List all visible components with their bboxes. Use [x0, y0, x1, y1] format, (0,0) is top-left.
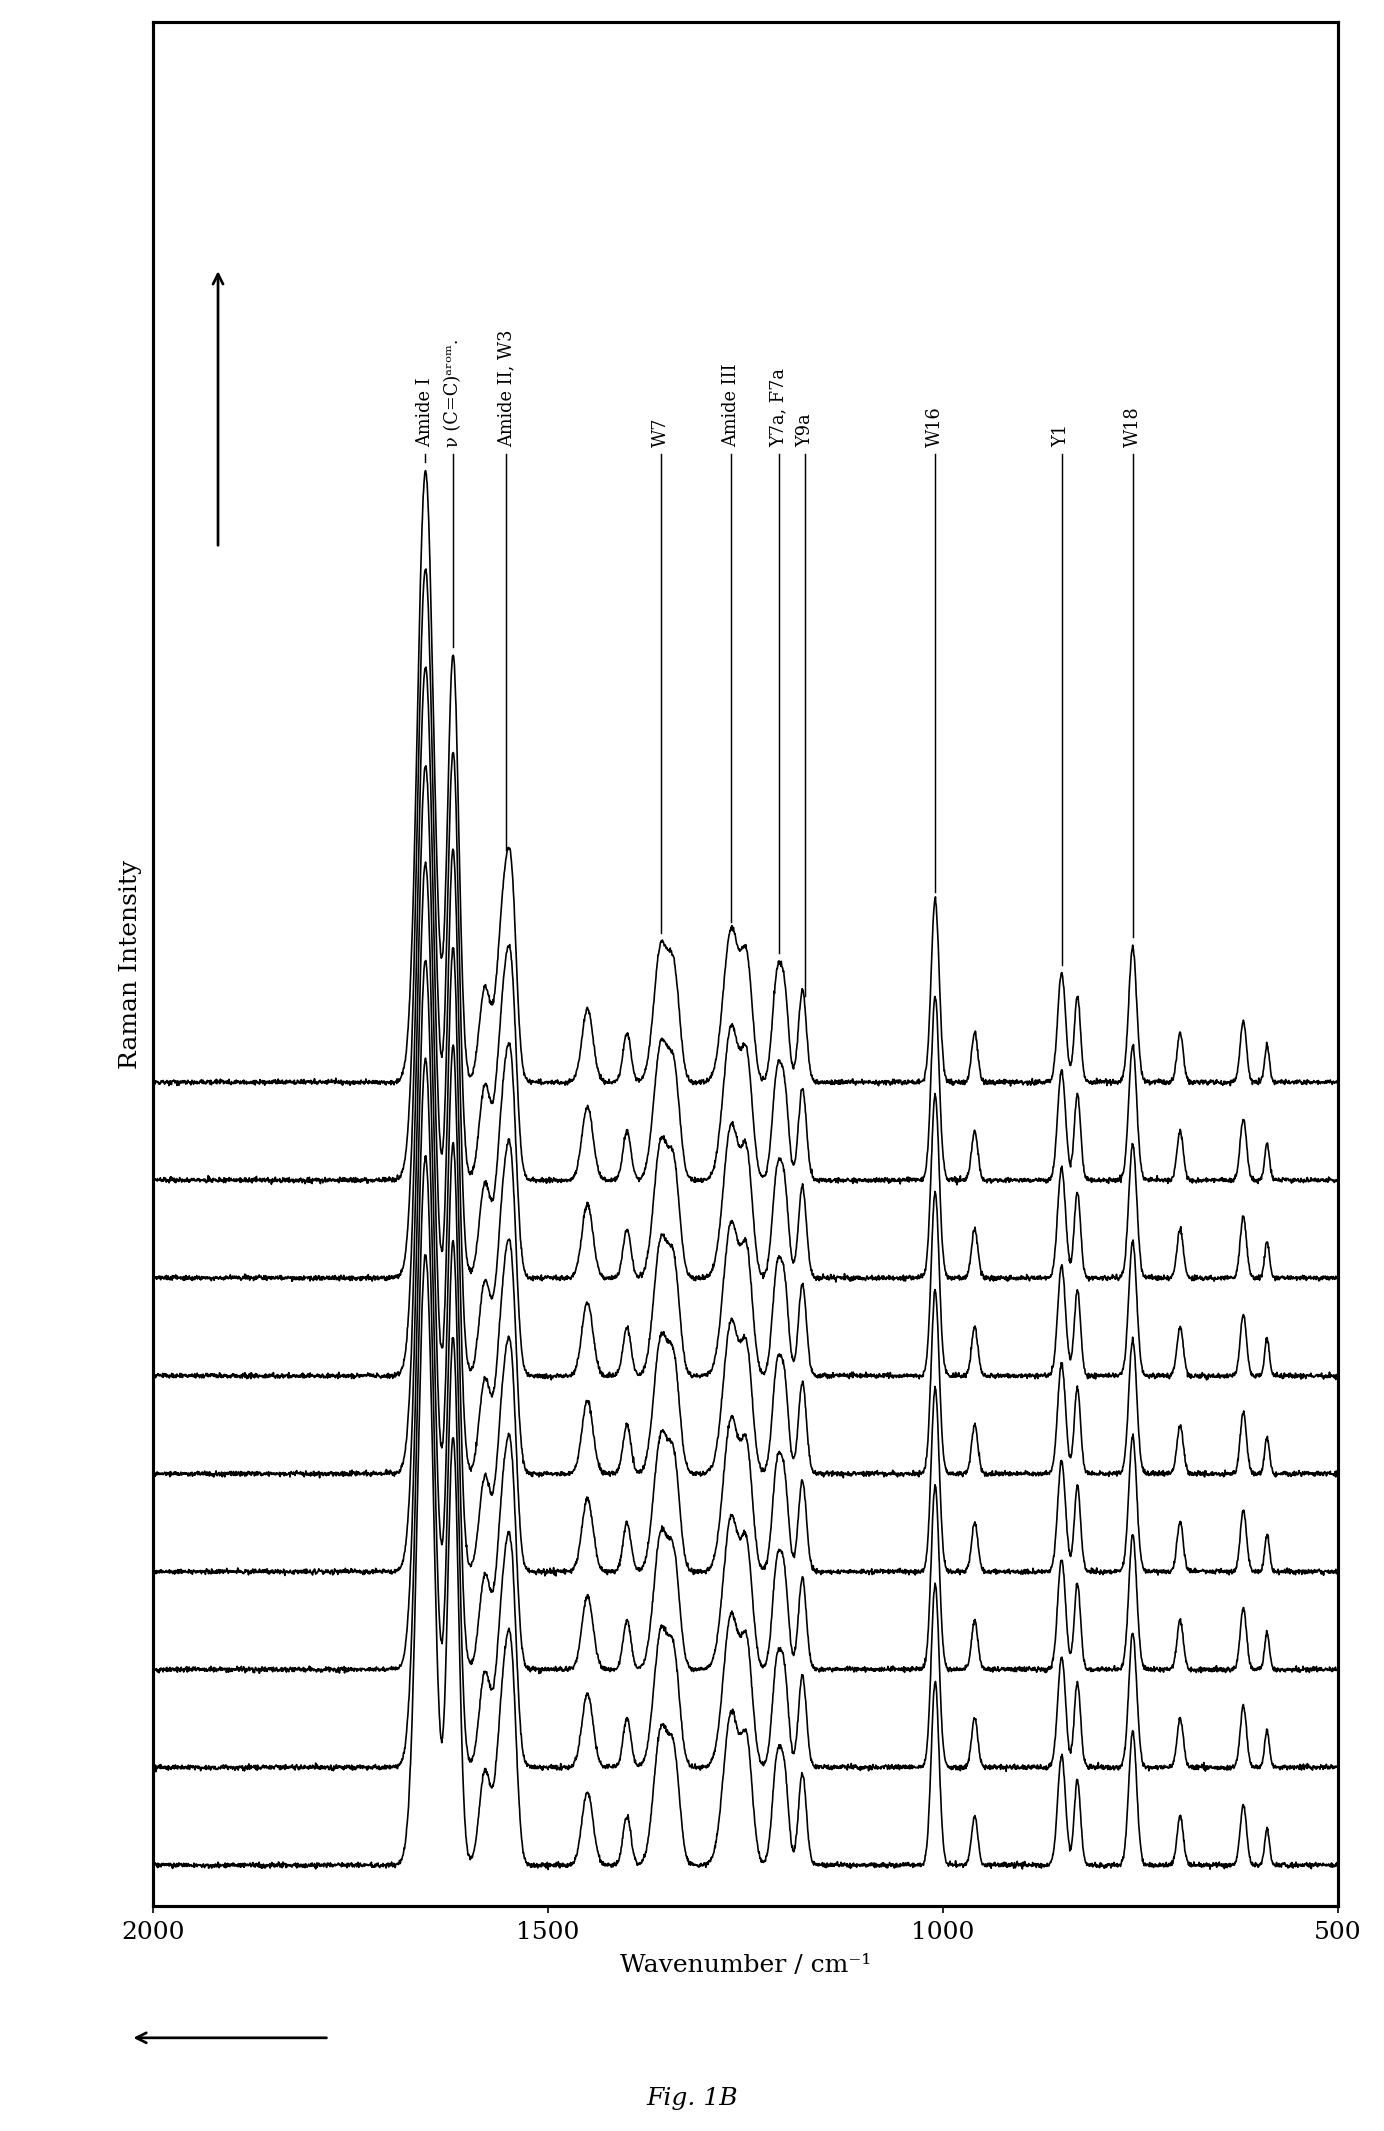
- X-axis label: Wavenumber / cm⁻¹: Wavenumber / cm⁻¹: [620, 1954, 871, 1978]
- Text: Amide III: Amide III: [722, 362, 740, 448]
- Text: W16: W16: [926, 405, 944, 448]
- Text: Y1: Y1: [1052, 424, 1070, 448]
- Text: Amide I: Amide I: [417, 377, 435, 448]
- Text: ν (C=C)ᵃʳᵒᵐ.: ν (C=C)ᵃʳᵒᵐ.: [444, 339, 462, 448]
- Text: Amide II, W3: Amide II, W3: [497, 328, 515, 448]
- Text: Fig. 1B: Fig. 1B: [646, 2086, 738, 2110]
- Y-axis label: Raman Intensity: Raman Intensity: [119, 859, 143, 1070]
- Text: Y9a: Y9a: [796, 413, 814, 448]
- Text: W7: W7: [652, 418, 670, 448]
- Text: Y7a, F7a: Y7a, F7a: [770, 369, 787, 448]
- Text: W18: W18: [1124, 405, 1142, 448]
